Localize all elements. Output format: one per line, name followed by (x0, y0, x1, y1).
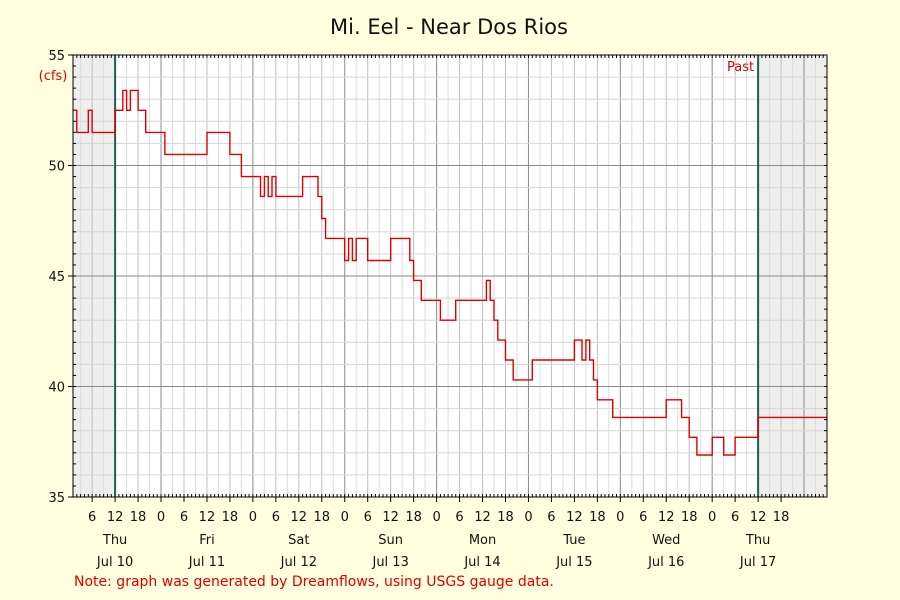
flow-series-line (73, 89, 827, 456)
x-date-label: Jul 12 (280, 555, 317, 570)
x-hour-tick-label: 18 (130, 510, 147, 525)
x-hour-tick-label: 12 (382, 510, 399, 525)
x-hour-tick-label: 0 (249, 510, 257, 525)
x-weekday-label: Tue (562, 533, 585, 548)
y-tick-label: 55 (48, 49, 65, 64)
x-weekday-label: Sat (288, 533, 309, 548)
x-hour-tick-label: 18 (405, 510, 422, 525)
x-hour-tick-label: 12 (199, 510, 216, 525)
x-hour-tick-label: 6 (88, 510, 96, 525)
x-hour-tick-label: 6 (731, 510, 739, 525)
x-hour-tick-label: 12 (107, 510, 124, 525)
x-hour-tick-label: 12 (658, 510, 675, 525)
x-weekday-label: Fri (199, 533, 215, 548)
x-hour-tick-label: 6 (455, 510, 463, 525)
x-date-label: Jul 16 (647, 555, 684, 570)
x-hour-tick-label: 0 (157, 510, 165, 525)
x-hour-tick-label: 6 (272, 510, 280, 525)
x-weekday-label: Thu (102, 533, 127, 548)
x-hour-tick-label: 6 (547, 510, 555, 525)
x-hour-tick-label: 12 (291, 510, 308, 525)
x-hour-tick-label: 18 (314, 510, 331, 525)
x-date-label: Jul 10 (96, 555, 133, 570)
chart-title: Mi. Eel - Near Dos Rios (330, 15, 568, 39)
x-hour-tick-label: 0 (524, 510, 532, 525)
x-hour-tick-label: 18 (589, 510, 606, 525)
x-hour-tick-label: 0 (341, 510, 349, 525)
x-hour-tick-label: 12 (750, 510, 767, 525)
x-hour-tick-label: 18 (681, 510, 698, 525)
x-hour-tick-label: 6 (180, 510, 188, 525)
x-hour-tick-label: 18 (773, 510, 790, 525)
x-hour-tick-label: 18 (497, 510, 514, 525)
x-weekday-label: Mon (469, 533, 496, 548)
x-hour-tick-label: 6 (364, 510, 372, 525)
past-label: Past (727, 60, 754, 75)
x-weekday-label: Wed (652, 533, 680, 548)
x-date-label: Jul 15 (555, 555, 592, 570)
x-date-label: Jul 14 (463, 555, 500, 570)
x-hour-tick-label: 0 (616, 510, 624, 525)
x-date-label: Jul 13 (371, 555, 408, 570)
y-tick-label: 45 (48, 270, 65, 285)
footer-note: Note: graph was generated by Dreamflows,… (74, 574, 554, 590)
grid-lines (72, 54, 828, 498)
x-hour-tick-label: 0 (432, 510, 440, 525)
y-axis-unit-label: (cfs) (39, 69, 68, 84)
y-tick-label: 40 (48, 381, 65, 396)
x-hour-tick-label: 0 (708, 510, 716, 525)
x-weekday-label: Sun (378, 533, 403, 548)
x-date-label: Jul 17 (739, 555, 776, 570)
x-hour-tick-label: 12 (474, 510, 491, 525)
x-hour-tick-label: 18 (222, 510, 239, 525)
y-tick-label: 35 (48, 491, 65, 506)
x-hour-tick-label: 6 (639, 510, 647, 525)
x-hour-tick-label: 12 (566, 510, 583, 525)
y-tick-label: 50 (48, 160, 65, 175)
x-weekday-label: Thu (745, 533, 770, 548)
x-date-label: Jul 11 (188, 555, 225, 570)
